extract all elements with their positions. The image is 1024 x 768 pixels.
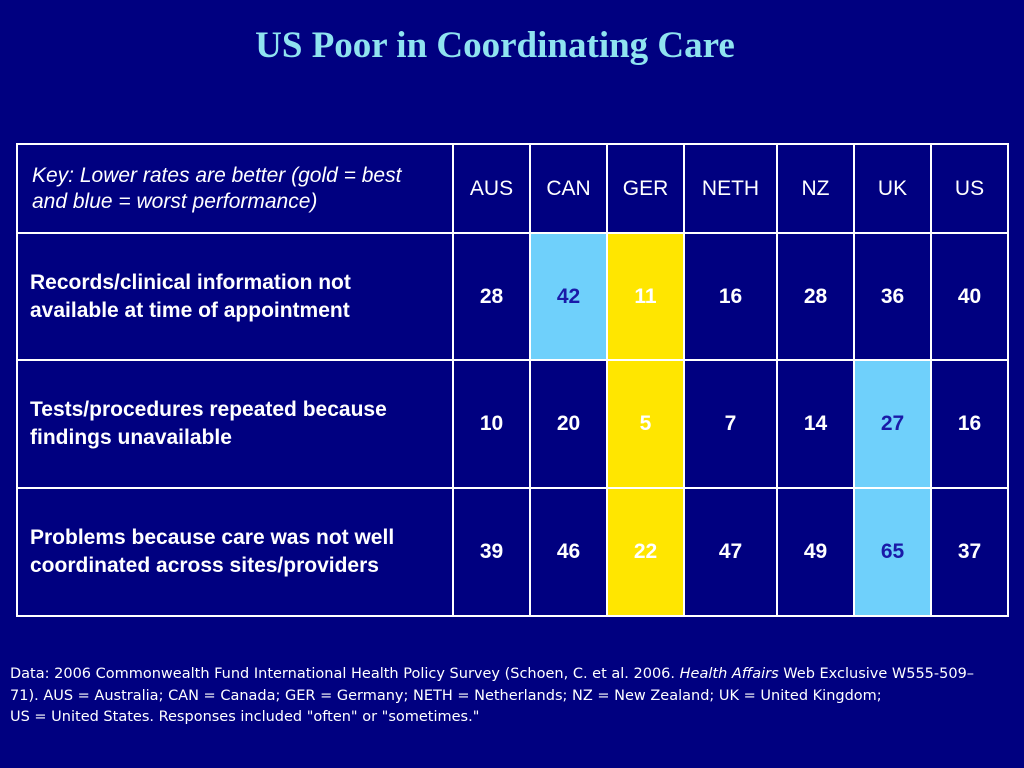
column-header-aus: AUS <box>452 143 531 234</box>
cell-can: 20 <box>529 359 608 489</box>
footnote-text: Data: 2006 Commonwealth Fund Internation… <box>10 666 680 682</box>
page-title: US Poor in Coordinating Care <box>255 25 735 66</box>
source-footnote: Data: 2006 Commonwealth Fund Internation… <box>10 664 1000 729</box>
row-label: Problems because care was not well coord… <box>16 487 454 617</box>
cell-us: 37 <box>930 487 1009 617</box>
cell-aus: 28 <box>452 232 531 361</box>
footnote-text: US = United States. Responses included "… <box>10 709 480 725</box>
column-header-nz: NZ <box>776 143 855 234</box>
table-row: Records/clinical information not availab… <box>16 232 1009 361</box>
cell-uk-worst: 27 <box>853 359 932 489</box>
column-header-can: CAN <box>529 143 608 234</box>
comparison-table: Key: Lower rates are better (gold = best… <box>16 143 1009 617</box>
cell-nz: 14 <box>776 359 855 489</box>
cell-can-worst: 42 <box>529 232 608 361</box>
cell-neth: 7 <box>683 359 778 489</box>
table-key: Key: Lower rates are better (gold = best… <box>16 143 454 234</box>
header-row: Key: Lower rates are better (gold = best… <box>16 143 1009 234</box>
column-header-uk: UK <box>853 143 932 234</box>
cell-ger-best: 5 <box>606 359 685 489</box>
cell-nz: 49 <box>776 487 855 617</box>
cell-aus: 10 <box>452 359 531 489</box>
column-header-ger: GER <box>606 143 685 234</box>
cell-nz: 28 <box>776 232 855 361</box>
cell-us: 40 <box>930 232 1009 361</box>
cell-ger-best: 11 <box>606 232 685 361</box>
cell-neth: 47 <box>683 487 778 617</box>
cell-uk: 36 <box>853 232 932 361</box>
cell-neth: 16 <box>683 232 778 361</box>
cell-can: 46 <box>529 487 608 617</box>
journal-name: Health Affairs <box>679 666 779 682</box>
cell-us: 16 <box>930 359 1009 489</box>
cell-uk-worst: 65 <box>853 487 932 617</box>
cell-ger-best: 22 <box>606 487 685 617</box>
cell-aus: 39 <box>452 487 531 617</box>
row-label: Records/clinical information not availab… <box>16 232 454 361</box>
footnote-text: Web Exclusive W555-509–71). AUS = Austra… <box>10 666 975 704</box>
table-row: Tests/procedures repeated because findin… <box>16 359 1009 489</box>
table-row: Problems because care was not well coord… <box>16 487 1009 617</box>
row-label: Tests/procedures repeated because findin… <box>16 359 454 489</box>
column-header-neth: NETH <box>683 143 778 234</box>
column-header-us: US <box>930 143 1009 234</box>
